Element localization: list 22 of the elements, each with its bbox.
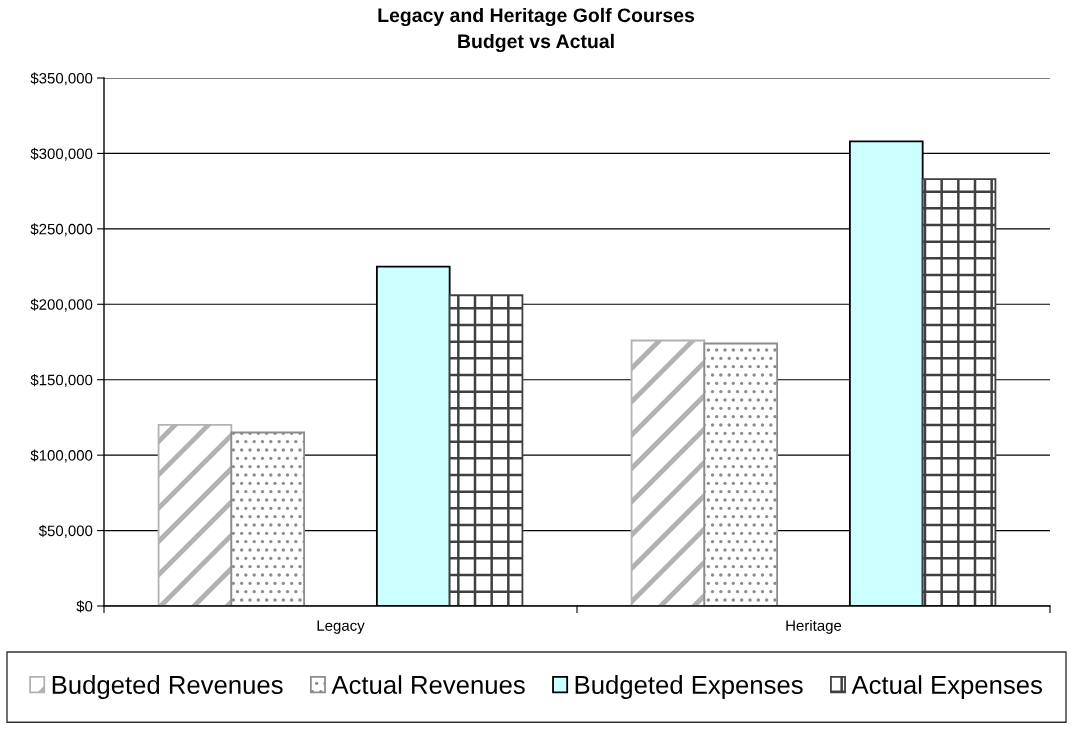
y-tick-label: $100,000 [30,449,93,463]
bar [703,342,779,606]
legend-label: Actual Expenses [851,675,1042,700]
x-tick-label: Heritage [786,619,842,634]
chart-subtitle: Budget vs Actual [458,33,614,53]
bar [630,339,706,606]
y-tick-label: $0 [76,600,93,613]
y-tick-label: $50,000 [38,524,93,538]
legend-label: Budgeted Revenues [52,675,283,700]
x-tick-label: Legacy [317,620,365,634]
chart-title: Legacy and Heritage Golf Courses [378,7,695,27]
legend-label: Actual Revenues [331,675,525,694]
y-tick-label: $250,000 [30,223,93,237]
bar [157,424,233,606]
bar [448,294,524,606]
bar [921,178,997,606]
y-tick-label: $150,000 [30,374,93,388]
legend-label: Budgeted Expenses [575,675,803,700]
y-tick-label: $350,000 [30,72,93,86]
bar [230,431,306,606]
y-tick-label: $300,000 [30,147,93,161]
y-tick-label: $200,000 [30,298,93,312]
